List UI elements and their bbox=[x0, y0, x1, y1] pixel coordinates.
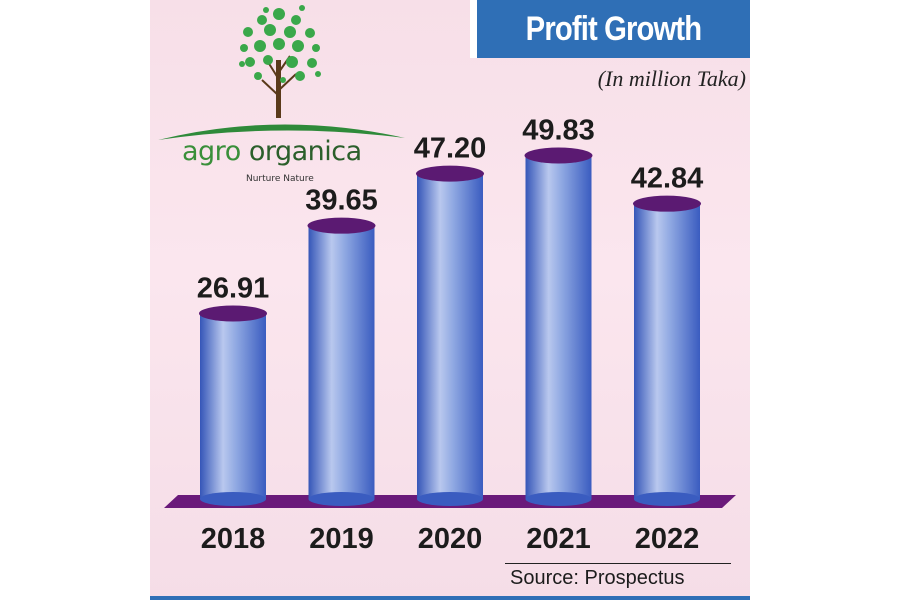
bar-2018 bbox=[200, 313, 266, 499]
bar-base-2020 bbox=[417, 492, 483, 506]
bar-2021 bbox=[525, 155, 592, 499]
title-box: Profit Growth bbox=[470, 0, 750, 58]
value-label-2021: 49.83 bbox=[522, 115, 595, 147]
tree-branches bbox=[261, 55, 297, 96]
logo-word-agro: agro bbox=[182, 136, 241, 167]
value-labels-group: 26.91 39.65 47.20 49.83 42.84 bbox=[197, 115, 704, 305]
x-tick-2020: 2020 bbox=[418, 523, 483, 555]
bar-top-2021 bbox=[524, 147, 593, 164]
bar-top-2018 bbox=[199, 305, 267, 322]
bar-top-2022 bbox=[633, 195, 701, 212]
chart-subtitle: (In million Taka) bbox=[597, 66, 746, 91]
value-label-2022: 42.84 bbox=[631, 163, 704, 195]
x-tick-labels-group: 2018 2019 2020 2021 2022 bbox=[201, 523, 700, 555]
bar-base-2019 bbox=[308, 492, 375, 506]
bar-base-2021 bbox=[525, 492, 592, 506]
value-label-2018: 26.91 bbox=[197, 272, 270, 304]
logo-wordmark: agro organica bbox=[182, 136, 362, 167]
source-note: Source: Prospectus bbox=[510, 567, 685, 589]
chart-title: Profit Growth bbox=[525, 10, 702, 48]
bar-top-2020 bbox=[416, 165, 484, 182]
bar-base-2018 bbox=[200, 492, 266, 506]
logo-arc bbox=[158, 124, 405, 140]
tree-leaves bbox=[239, 5, 321, 83]
bar-2020 bbox=[417, 173, 483, 499]
value-label-2020: 47.20 bbox=[414, 133, 487, 165]
x-tick-2022: 2022 bbox=[635, 523, 700, 555]
bar-2019 bbox=[308, 225, 375, 499]
value-label-2019: 39.65 bbox=[305, 185, 378, 217]
bottom-accent-bar bbox=[150, 596, 750, 600]
bar-top-2019 bbox=[307, 217, 376, 234]
bars-group bbox=[199, 147, 701, 506]
bar-2022 bbox=[634, 203, 700, 500]
x-tick-2021: 2021 bbox=[526, 523, 591, 555]
source-divider bbox=[505, 563, 731, 564]
x-tick-2018: 2018 bbox=[201, 523, 266, 555]
tree-trunk bbox=[276, 60, 281, 118]
x-tick-2019: 2019 bbox=[309, 523, 374, 555]
tree-logo-icon bbox=[158, 5, 405, 140]
bar-base-2022 bbox=[634, 492, 700, 506]
logo-word-organica: organica bbox=[248, 136, 362, 167]
logo-tagline: Nurture Nature bbox=[246, 174, 314, 184]
